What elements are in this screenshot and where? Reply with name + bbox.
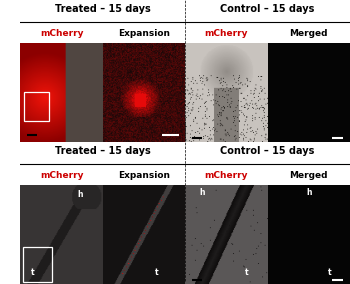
Text: h: h: [306, 188, 312, 197]
Text: t: t: [154, 268, 158, 277]
Text: mCherry: mCherry: [40, 29, 83, 38]
Text: Treated – 15 days: Treated – 15 days: [55, 4, 150, 14]
Text: t: t: [328, 268, 331, 277]
Text: Expansion: Expansion: [118, 29, 170, 38]
Text: Treated – 15 days: Treated – 15 days: [55, 146, 150, 156]
Text: t: t: [245, 268, 249, 277]
Text: Control – 15 days: Control – 15 days: [220, 4, 315, 14]
Text: t: t: [31, 268, 35, 277]
Text: mCherry: mCherry: [40, 171, 83, 180]
Text: mCherry: mCherry: [205, 171, 248, 180]
Text: Merged: Merged: [289, 29, 328, 38]
Text: Merged: Merged: [289, 171, 328, 180]
Text: Control – 15 days: Control – 15 days: [220, 146, 315, 156]
Text: mCherry: mCherry: [205, 29, 248, 38]
Bar: [23, 247, 51, 281]
Text: h: h: [199, 188, 204, 197]
Text: Pistil: Pistil: [5, 57, 15, 85]
Text: Stamen: Stamen: [5, 192, 15, 234]
Text: Expansion: Expansion: [118, 171, 170, 180]
Bar: [25, 92, 49, 121]
Text: h: h: [77, 190, 82, 199]
